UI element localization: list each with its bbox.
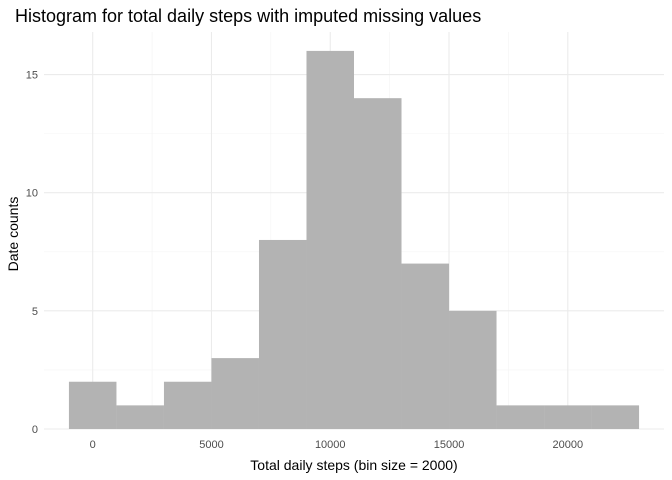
histogram-bar (591, 405, 640, 429)
histogram-bar (401, 263, 450, 429)
y-axis-ticks: 0 5 10 15 (26, 70, 38, 436)
y-tick-label: 10 (26, 188, 38, 200)
x-tick-label: 5000 (199, 439, 223, 451)
y-tick-label: 0 (32, 424, 38, 436)
histogram-bar (306, 50, 354, 430)
x-tick-label: 15000 (434, 439, 465, 451)
histogram-bar (496, 405, 545, 429)
y-axis-title: Date counts (5, 197, 21, 272)
x-axis-ticks: 0 5000 10000 15000 20000 (90, 439, 583, 451)
x-axis-title: Total daily steps (bin size = 2000) (250, 457, 457, 473)
x-tick-label: 0 (90, 439, 96, 451)
histogram-bar (163, 381, 212, 429)
y-tick-label: 5 (32, 306, 38, 318)
x-tick-label: 20000 (552, 439, 583, 451)
histogram-bar (544, 405, 592, 429)
y-tick-label: 15 (26, 70, 38, 82)
x-tick-label: 10000 (315, 439, 346, 451)
bars-layer (68, 50, 640, 430)
chart-title: Histogram for total daily steps with imp… (15, 6, 481, 26)
histogram-bar (449, 310, 497, 429)
histogram-bar (258, 239, 307, 429)
histogram-bar (211, 358, 259, 429)
histogram-bar (354, 98, 402, 430)
histogram-bar (116, 405, 164, 429)
histogram-bar (68, 381, 117, 429)
